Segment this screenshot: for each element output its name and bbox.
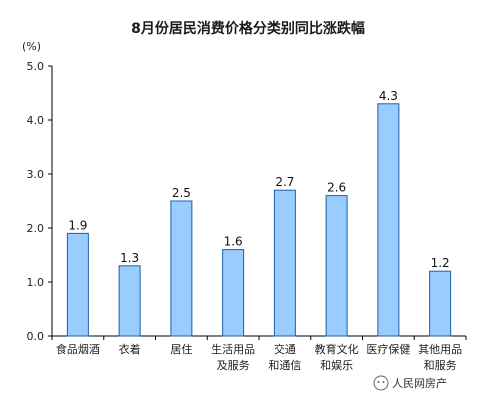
x-tick-label-line: 其他用品	[418, 343, 462, 356]
x-tick-label-line: 和服务	[424, 359, 457, 372]
data-label: 1.3	[120, 251, 139, 265]
data-label: 2.6	[327, 181, 346, 195]
data-label: 1.9	[68, 218, 87, 232]
bar	[66, 232, 89, 337]
data-label: 2.5	[172, 186, 191, 200]
x-tick-label-line: 居住	[170, 342, 192, 356]
x-tick-label: 生活用品及服务	[211, 342, 255, 372]
chart-title: 8月份居民消费价格分类别同比涨跌幅	[131, 20, 365, 37]
bar	[222, 249, 245, 337]
wechat-icon	[373, 375, 389, 391]
bar	[118, 265, 141, 337]
x-tick-label-line: 交通	[274, 342, 296, 356]
data-label: 1.2	[431, 256, 450, 270]
watermark: 人民网房产	[373, 375, 447, 391]
x-tick-label: 衣着	[119, 342, 141, 356]
bar	[170, 200, 193, 337]
y-tick-label: 1.0	[27, 276, 45, 289]
x-tick-label-line: 和通信	[268, 359, 301, 372]
y-tick-label: 5.0	[27, 60, 45, 73]
x-tick-label-line: 食品烟酒	[56, 342, 100, 356]
x-tick-label-line: 教育文化	[315, 342, 359, 356]
bar	[429, 270, 452, 337]
plot-area: 0.0 1.0 2.0 3.0 4.0 5.0 1.9 食品烟酒 1.3 衣着 2.5 居住 1.6 生活…	[27, 60, 467, 372]
y-tick-label: 4.0	[27, 114, 45, 127]
x-tick-label-line: 及服务	[217, 359, 250, 372]
data-label: 4.3	[379, 89, 398, 103]
y-tick-label: 0.0	[27, 330, 45, 343]
bar	[377, 103, 400, 337]
bar	[273, 189, 296, 337]
x-tick-label-line: 和娱乐	[320, 358, 353, 372]
x-tick-label: 教育文化和娱乐	[315, 342, 359, 372]
bar	[325, 195, 348, 337]
x-tick-label: 居住	[170, 342, 192, 356]
y-tick-label: 3.0	[27, 168, 45, 181]
x-tick-label: 食品烟酒	[56, 342, 100, 356]
y-axis-unit: (%)	[22, 40, 41, 53]
y-tick-label: 2.0	[27, 222, 45, 235]
data-label: 1.6	[224, 235, 243, 249]
watermark-text: 人民网房产	[392, 376, 447, 390]
x-tick-label-line: 生活用品	[211, 342, 255, 356]
x-tick-label-line: 医疗保健	[366, 342, 410, 356]
x-tick-label: 交通和通信	[268, 342, 301, 372]
data-label: 2.7	[275, 175, 294, 189]
x-tick-label-line: 衣着	[119, 342, 141, 356]
x-tick-label: 医疗保健	[366, 342, 410, 356]
x-tick-label: 其他用品和服务	[418, 343, 462, 372]
